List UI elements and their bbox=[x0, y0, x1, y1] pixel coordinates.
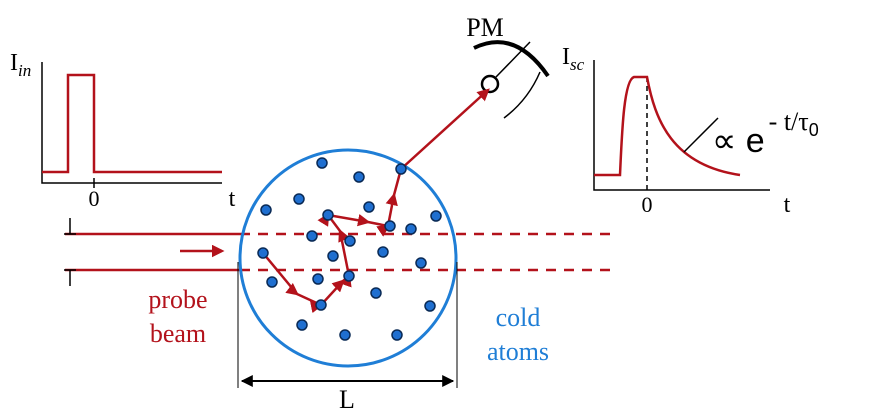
y-label: Isc bbox=[562, 44, 585, 74]
length-label: L bbox=[339, 385, 355, 414]
x-label: t bbox=[784, 192, 791, 218]
scatter-plot: Isc 0 t ∝ e- t/τ0 bbox=[562, 44, 819, 218]
detector-label: PM bbox=[466, 13, 504, 42]
x-tick: 0 bbox=[89, 186, 100, 211]
x-label: t bbox=[229, 186, 236, 212]
y-label: Iin bbox=[10, 50, 31, 80]
diagram: Iin 0 t Isc 0 t ∝ e- t/τ0 PM probebeam bbox=[0, 0, 869, 414]
x-tick: 0 bbox=[642, 192, 653, 217]
input-plot: Iin 0 t bbox=[10, 50, 236, 212]
detector: PM bbox=[466, 13, 548, 118]
formula: ∝ e- t/τ0 bbox=[712, 107, 819, 160]
